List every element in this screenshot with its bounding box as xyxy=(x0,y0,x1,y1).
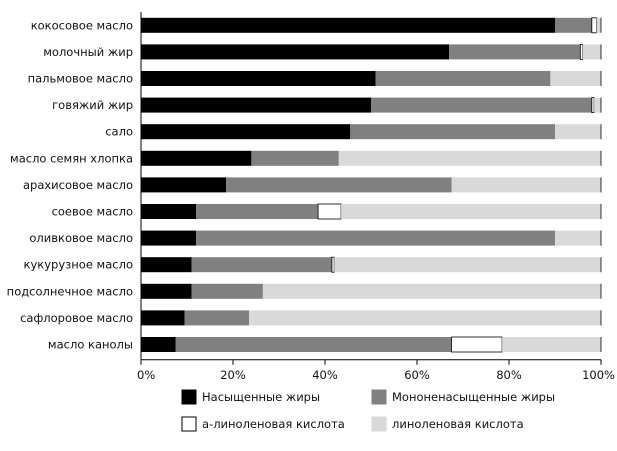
bar-segment xyxy=(371,97,592,113)
bar-segment xyxy=(196,230,555,246)
category-label: кукурузное масло xyxy=(24,258,133,272)
bar-segment xyxy=(594,97,601,113)
bar-segment xyxy=(591,97,595,113)
bar-segment xyxy=(334,257,601,273)
bar-segment xyxy=(251,150,339,166)
x-tick-label: 80% xyxy=(496,368,522,382)
legend-swatch xyxy=(371,416,387,432)
bar-segment xyxy=(196,204,319,219)
bar-segment xyxy=(591,17,597,34)
category-label: соевое масло xyxy=(52,205,133,219)
category-label: сафлоровое масло xyxy=(20,311,133,325)
bar-segment xyxy=(226,177,452,193)
bar-segment xyxy=(338,150,601,166)
bar-segment xyxy=(141,124,351,140)
x-tick-label: 20% xyxy=(220,368,246,382)
category-label: говяжий жир xyxy=(52,98,133,112)
bar-segment xyxy=(141,71,376,86)
bar-segment xyxy=(341,204,601,219)
legend-swatch xyxy=(181,389,197,405)
bar-segment xyxy=(555,17,592,33)
category-label: подсолнечное масло xyxy=(7,284,133,298)
legend-label: Мононенасыщенные жиры xyxy=(392,390,555,404)
bar-segment xyxy=(175,337,452,352)
x-tick-label: 0% xyxy=(137,368,155,382)
legend-swatch xyxy=(371,389,387,405)
category-label: молочный жир xyxy=(43,45,133,59)
bar-segment xyxy=(449,44,581,60)
category-label: сало xyxy=(105,125,133,139)
bar-segment xyxy=(191,283,263,299)
x-tick-label: 40% xyxy=(312,368,338,382)
bar-segment xyxy=(141,257,192,273)
bar-segment xyxy=(331,256,335,273)
category-label: пальмовое масло xyxy=(28,72,133,86)
bar-segment xyxy=(451,336,503,353)
legend-label: линоленовая кислота xyxy=(392,417,524,431)
bar-segment xyxy=(184,310,250,326)
category-label: масло семян хлопка xyxy=(10,151,133,165)
category-label: арахисовое масло xyxy=(23,178,133,192)
bar-segment xyxy=(141,230,197,246)
plot-area: кокосовое масло молочный жир пальмовое мас… xyxy=(7,12,615,382)
bar-segment xyxy=(141,310,185,326)
bar-segment xyxy=(141,44,450,60)
bar-segment xyxy=(141,204,197,219)
bar-segment xyxy=(555,124,601,140)
legend-label: Насыщенные жиры xyxy=(202,390,320,404)
x-tick-label: 100% xyxy=(582,368,615,382)
bar-segment xyxy=(249,310,601,326)
bar-segment xyxy=(141,337,176,352)
bar-segment xyxy=(141,97,371,113)
bar-segment xyxy=(451,177,601,193)
x-tick-label: 60% xyxy=(404,368,430,382)
bar-segment xyxy=(317,203,342,220)
bar-segment xyxy=(579,44,583,60)
bar-segment xyxy=(141,177,227,193)
bar-segment xyxy=(596,17,601,33)
bar-segment xyxy=(141,150,252,166)
bar-segment xyxy=(582,44,601,60)
legend: Насыщенные жиры Мононенасыщенные жиры а-ли… xyxy=(181,389,555,432)
category-label: оливковое масло xyxy=(29,231,133,245)
category-label: масло канолы xyxy=(48,338,133,352)
bar-segment xyxy=(141,283,192,299)
bar-segment xyxy=(555,230,601,246)
legend-label: а-линоленовая кислота xyxy=(202,417,345,431)
bar-segment xyxy=(350,124,555,140)
category-label: кокосовое масло xyxy=(31,18,133,32)
bar-segment xyxy=(502,337,601,352)
bar-segment xyxy=(550,71,601,86)
bar-segment xyxy=(191,257,332,273)
bar-segment xyxy=(375,71,551,86)
bar-segment xyxy=(262,283,601,299)
bar-segment xyxy=(141,17,555,33)
legend-swatch xyxy=(181,416,197,432)
